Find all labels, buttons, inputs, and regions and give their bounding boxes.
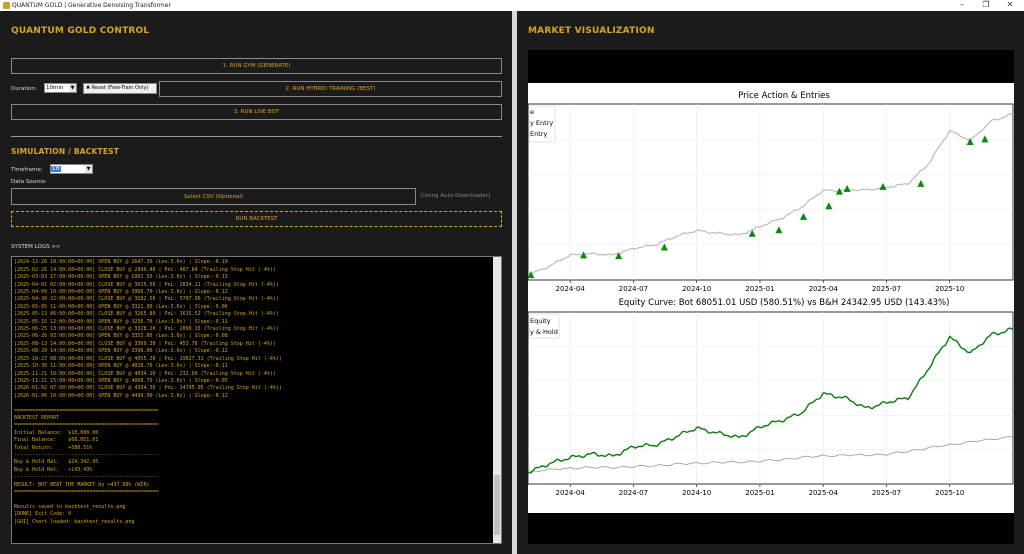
reset-checkbox[interactable]: ✖ Reset (Free-Train Only) [83,83,157,94]
maximize-icon[interactable]: ❐ [982,0,990,9]
entry-marker [981,135,989,143]
x-tick-label: 2025-01 [745,489,774,497]
x-tick-label: 2024-07 [619,285,648,293]
price-x-ticks: 2024-04 2024-07 2024-10 2025-01 2025-04 2025-… [556,280,964,293]
legend-entry: y & Hold [530,328,558,336]
price-legend: e y Entry Entry [528,105,556,143]
price-grid [528,104,1013,280]
entry-marker [800,212,808,220]
figure-background [528,83,1014,513]
pane-splitter[interactable] [512,11,517,554]
section-divider [11,136,502,137]
equity-grid [528,312,1013,484]
duration-value: 10min [46,85,64,91]
legend-entry: Equity [530,317,551,325]
x-tick-label: 2025-04 [809,285,839,293]
entry-marker [748,229,756,237]
log-scrollbar[interactable] [493,257,501,543]
checkbox-x-icon: ✖ [86,85,91,91]
control-title: QUANTUM GOLD CONTROL [11,26,150,36]
timeframe-select[interactable]: 1H ▼ [50,164,93,174]
data-source-label: Data Source: [11,179,47,185]
duration-label: Duration: [11,86,37,92]
log-console[interactable]: [2024-12-16 20:00:00+00:00] CLOSE BUY @ … [11,256,502,544]
entry-marker [835,187,843,195]
x-tick-label: 2025-10 [935,489,964,497]
price-series-line [527,113,1014,276]
chevron-down-icon: ▼ [85,165,92,173]
simulation-title: SIMULATION / BACKTEST [11,147,120,156]
timeframe-label: Timeframe: [11,167,43,173]
entry-marker [660,243,668,251]
timeframe-value: 1H [51,166,61,172]
x-tick-label: 2024-04 [556,285,586,293]
charts-svg: Price Action & Entries 2024-04 2024-07 202… [527,83,1014,513]
x-tick-label: 2025-04 [809,489,839,497]
visualization-title: MARKET VISUALIZATION [528,26,655,36]
equity-chart-title: Equity Curve: Bot 68051.01 USD (580.51%)… [619,298,950,308]
entry-marker [843,184,851,192]
chart-image: Price Action & Entries 2024-04 2024-07 202… [527,50,1014,544]
x-tick-label: 2025-10 [935,285,964,293]
system-logs-label: SYSTEM LOGS >> [11,244,61,250]
entry-marker [879,182,887,190]
legend-box [528,313,560,339]
select-csv-button[interactable]: Select CSV (Optional) [11,188,416,205]
price-axes [527,103,1014,281]
legend-entry: e [530,108,534,116]
legend-entry: y Entry [530,119,553,127]
duration-select[interactable]: 10min ▼ [44,83,77,93]
entry-marker [775,226,783,234]
scrollbar-thumb[interactable] [494,475,500,535]
entry-marker [917,179,925,187]
entry-marker [966,137,974,145]
log-text: [2024-12-16 20:00:00+00:00] CLOSE BUY @ … [14,257,282,525]
chevron-down-icon: ▼ [69,84,76,92]
entry-marker [580,251,588,259]
legend-entry: Entry [530,130,547,138]
equity-x-ticks: 2024-04 2024-07 2024-10 2025-01 2025-04 2025-… [556,484,964,497]
run-backtest-button[interactable]: RUN BACKTEST [11,211,502,227]
entry-marker [825,202,833,210]
x-tick-label: 2024-04 [556,489,586,497]
equity-legend: Equity y & Hold [528,313,560,339]
buy-hold-series-line [527,436,1014,473]
equity-axes [527,311,1014,485]
entry-markers [527,135,989,279]
minimize-icon[interactable]: – [960,0,964,9]
x-tick-label: 2025-07 [872,285,901,293]
x-tick-label: 2024-07 [619,489,648,497]
entry-marker [527,271,535,279]
window-title: QUANTUM GOLD | Generative Denoising Tran… [12,2,171,9]
price-chart-title: Price Action & Entries [738,91,830,101]
x-tick-label: 2024-10 [682,285,711,293]
run-live-bot-button[interactable]: 3. RUN LIVE BOT [11,104,502,120]
x-tick-label: 2025-07 [872,489,901,497]
title-bar: QUANTUM GOLD | Generative Denoising Tran… [0,0,1024,11]
entry-marker [615,252,623,260]
run-hybrid-training-button[interactable]: 2. RUN HYBRID TRAINING (BEST) [159,81,502,97]
close-icon[interactable]: ✕ [1006,0,1014,9]
equity-series-line [527,327,1014,474]
auto-downloader-label: [Using Auto-Downloader] [421,193,491,199]
reset-label: Reset (Free-Train Only) [91,85,149,91]
x-tick-label: 2024-10 [682,489,711,497]
x-tick-label: 2025-01 [745,285,774,293]
app-icon [3,2,10,9]
run-gym-button[interactable]: 1. RUN GYM (GENERATE) [11,58,502,74]
legend-box [528,105,556,143]
